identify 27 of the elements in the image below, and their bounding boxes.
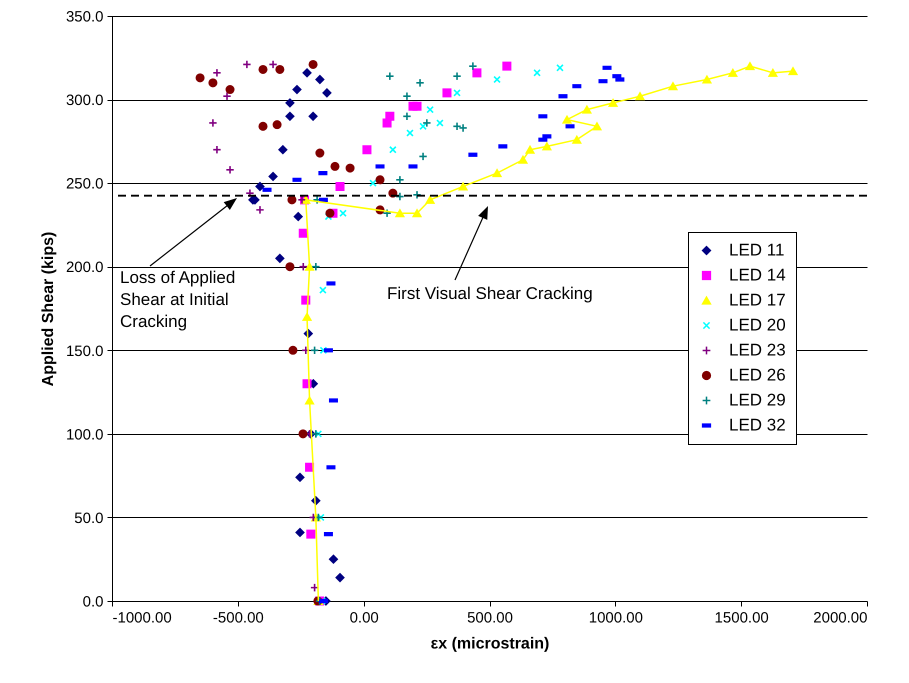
- legend-label: LED 32: [729, 416, 786, 434]
- x-tick-label: -1000.00: [112, 610, 172, 626]
- y-tick-label: 350.0: [66, 8, 104, 26]
- x-tick-label: 1500.00: [714, 610, 769, 626]
- y-tick-label: 300.0: [66, 92, 104, 110]
- legend-label: LED 26: [729, 366, 786, 384]
- x-axis-title: εx (microstrain): [430, 636, 550, 652]
- x-tick-label: 0.00: [350, 610, 379, 626]
- legend-label: LED 14: [729, 266, 786, 284]
- legend-label: LED 20: [729, 316, 786, 334]
- y-tick-label: 100.0: [66, 426, 104, 444]
- x-tick-label: -500.00: [212, 610, 264, 626]
- y-tick-label: 250.0: [66, 176, 104, 193]
- x-tick-label: 2000.00: [813, 610, 868, 626]
- x-tick-label: 1000.00: [588, 610, 643, 626]
- y-axis-title: Applied Shear (kips): [40, 232, 57, 386]
- y-tick-label: 150.0: [66, 342, 104, 360]
- annotation: First Visual Shear Cracking: [387, 284, 593, 303]
- legend-label: LED 17: [729, 290, 786, 310]
- legend-label: LED 29: [729, 390, 786, 410]
- y-tick-label: 50.0: [74, 510, 104, 527]
- annotation: Loss of Applied Shear at Initial Cracking: [120, 268, 236, 331]
- y-tick-label: 200.0: [66, 259, 104, 276]
- legend-label: LED 11: [729, 240, 784, 260]
- y-tick-label: 0.0: [82, 594, 104, 610]
- legend-label: LED 23: [729, 340, 786, 360]
- x-tick-label: 500.00: [467, 610, 513, 626]
